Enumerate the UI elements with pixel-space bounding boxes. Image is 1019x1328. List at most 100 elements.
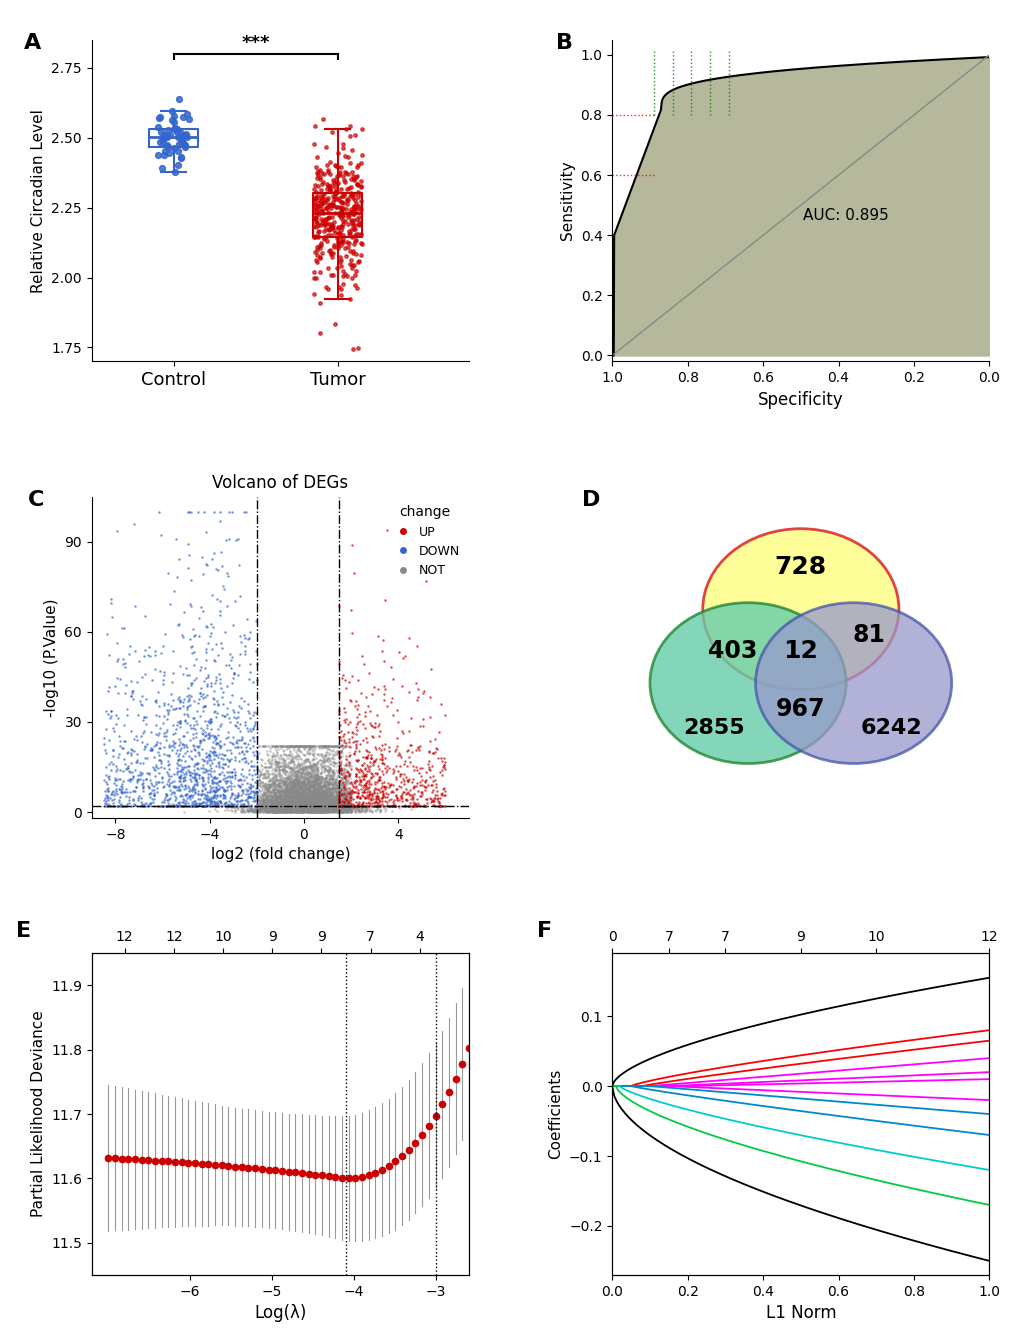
Point <box>358 746 374 768</box>
Point <box>355 791 371 813</box>
Point <box>328 784 344 805</box>
Point <box>308 777 324 798</box>
Point <box>269 769 285 790</box>
Point <box>311 798 327 819</box>
Point <box>166 777 182 798</box>
Point <box>322 790 338 811</box>
Point <box>162 780 178 801</box>
Point <box>283 781 300 802</box>
Point <box>297 773 313 794</box>
Point <box>259 797 275 818</box>
Point <box>303 797 319 818</box>
Point <box>288 801 305 822</box>
Point <box>324 797 340 818</box>
Point <box>305 778 321 799</box>
Point <box>305 770 321 791</box>
Point <box>111 795 127 817</box>
Point <box>140 794 156 815</box>
Point <box>337 772 354 793</box>
Point <box>288 772 305 793</box>
Point <box>311 794 327 815</box>
Point <box>301 799 317 821</box>
Point <box>372 766 388 788</box>
Point <box>304 799 320 821</box>
Point <box>304 770 320 791</box>
Point <box>404 772 420 793</box>
Point <box>296 795 312 817</box>
Point <box>319 736 335 757</box>
Point <box>298 798 314 819</box>
Point <box>147 691 163 712</box>
Point <box>225 789 242 810</box>
Point <box>144 738 160 760</box>
Point <box>290 799 307 821</box>
Point <box>361 777 377 798</box>
Point <box>250 795 266 817</box>
Point <box>320 207 336 228</box>
Point <box>268 794 284 815</box>
Point <box>257 785 273 806</box>
Point <box>326 752 342 773</box>
Point <box>248 780 264 801</box>
Point <box>291 798 308 819</box>
Point <box>185 795 202 817</box>
Text: AUC: 0.895: AUC: 0.895 <box>802 208 889 223</box>
Point <box>285 795 302 817</box>
Point <box>256 798 272 819</box>
Point <box>261 789 277 810</box>
Point <box>176 790 193 811</box>
Point <box>366 750 382 772</box>
Point <box>394 647 411 668</box>
Point <box>266 801 282 822</box>
Point <box>262 798 278 819</box>
Point <box>292 801 309 822</box>
Point <box>274 761 290 782</box>
Point <box>275 758 291 780</box>
Point <box>352 198 368 219</box>
Point <box>337 791 354 813</box>
Point <box>322 785 338 806</box>
Point <box>297 745 313 766</box>
Point <box>233 780 250 801</box>
Point <box>221 750 237 772</box>
Point <box>310 778 326 799</box>
Point <box>150 741 166 762</box>
Point <box>211 501 227 522</box>
Point <box>305 736 321 757</box>
Point <box>186 764 203 785</box>
Point <box>306 793 322 814</box>
Point <box>312 799 328 821</box>
Point <box>310 737 326 758</box>
Point <box>177 657 194 679</box>
Point <box>121 761 138 782</box>
Point <box>242 799 258 821</box>
Point <box>227 768 244 789</box>
Point <box>320 214 336 235</box>
Point <box>275 799 291 821</box>
Point <box>320 791 336 813</box>
Point <box>281 801 298 822</box>
Point <box>274 789 290 810</box>
Point <box>291 793 308 814</box>
Point <box>98 765 114 786</box>
Point <box>288 801 305 822</box>
Point <box>310 762 326 784</box>
Point <box>280 791 297 813</box>
Point <box>322 801 338 822</box>
Point <box>337 790 354 811</box>
Point <box>314 782 330 803</box>
Point <box>200 664 216 685</box>
Point <box>323 786 339 807</box>
Point <box>259 761 275 782</box>
Point <box>302 789 318 810</box>
Point <box>292 769 309 790</box>
Point <box>336 799 353 821</box>
Point <box>297 784 313 805</box>
Point <box>309 785 325 806</box>
Point <box>317 795 333 817</box>
Point <box>334 772 351 793</box>
Point <box>282 790 299 811</box>
Point <box>316 785 332 806</box>
Point <box>309 791 325 813</box>
Point <box>293 736 310 757</box>
